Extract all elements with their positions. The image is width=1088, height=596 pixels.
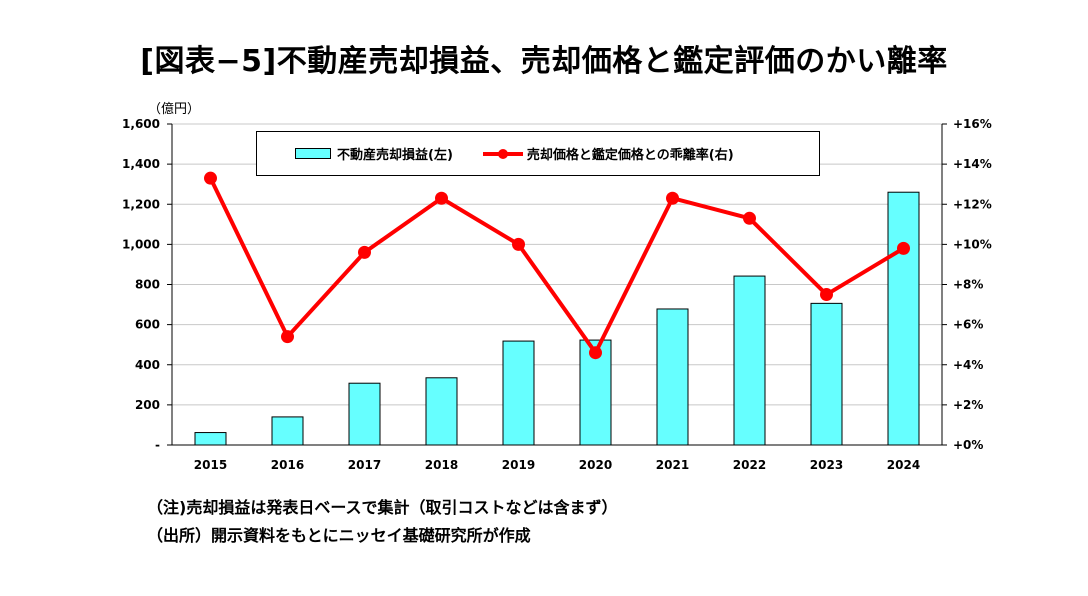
x-tick-label: 2020: [579, 458, 612, 472]
x-tick-label: 2018: [425, 458, 458, 472]
footnote-source: （出所）開示資料をもとにニッセイ基礎研究所が作成: [147, 526, 531, 545]
x-tick-label: 2015: [194, 458, 227, 472]
x-tick-label: 2019: [502, 458, 535, 472]
right-tick-label: +16%: [953, 117, 992, 131]
line-point: [358, 245, 371, 259]
right-tick-label: +4%: [953, 358, 983, 372]
bar: [194, 432, 227, 446]
right-tick-label: +6%: [953, 318, 983, 332]
left-tick-label: 600: [135, 318, 160, 332]
line-series: [208, 177, 905, 355]
legend-item-line: 売却価格と鑑定価格との乖離率(右): [482, 144, 734, 163]
chart-title: [図表−5]不動産売却損益、売却価格と鑑定評価のかい離率: [140, 44, 948, 79]
left-axis-unit-label: （億円）: [148, 102, 201, 117]
x-tick-label: 2017: [348, 458, 381, 472]
legend-item-bar: 不動産売却損益(左): [295, 144, 453, 163]
bar: [425, 377, 458, 446]
bar: [656, 308, 689, 446]
line-point: [281, 330, 294, 344]
left-tick-label: 800: [135, 278, 160, 292]
line-point: [435, 191, 448, 205]
legend-bar-label: 不動産売却損益(左): [337, 148, 453, 163]
left-tick-label: 200: [135, 398, 160, 412]
bar: [271, 416, 304, 446]
line-point: [743, 211, 756, 225]
footnote-note: （注)売却損益は発表日ベースで集計（取引コストなどは含まず）: [147, 498, 618, 517]
line-point: [897, 241, 910, 255]
right-tick-label: +12%: [953, 197, 992, 211]
right-tick-label: +8%: [953, 278, 983, 292]
left-tick-label: 1,600: [122, 117, 160, 131]
x-tick-label: 2021: [656, 458, 689, 472]
x-tick-label: 2024: [887, 458, 920, 472]
line-point: [666, 191, 679, 205]
right-tick-label: +14%: [953, 157, 992, 171]
right-tick-label: +10%: [953, 237, 992, 251]
bar: [733, 275, 766, 446]
left-tick-label: -: [155, 438, 160, 452]
bar: [502, 340, 535, 446]
bar: [887, 191, 920, 446]
right-tick-label: +0%: [953, 438, 983, 452]
bar: [810, 302, 843, 446]
left-tick-label: 1,400: [122, 157, 160, 171]
bar: [348, 382, 381, 446]
line-point: [589, 346, 602, 360]
x-tick-label: 2023: [810, 458, 843, 472]
x-tick-label: 2016: [271, 458, 304, 472]
x-tick-label: 2022: [733, 458, 766, 472]
left-tick-label: 1,000: [122, 237, 160, 251]
right-tick-label: +2%: [953, 398, 983, 412]
legend-line-label: 売却価格と鑑定価格との乖離率(右): [526, 148, 734, 163]
left-tick-label: 400: [135, 358, 160, 372]
legend-bar-swatch: [295, 148, 331, 159]
legend-line-swatch: [482, 147, 523, 161]
line-point: [204, 171, 217, 185]
line-point: [512, 237, 525, 251]
left-tick-label: 1,200: [122, 197, 160, 211]
line-point: [820, 288, 833, 302]
chart-legend: 不動産売却損益(左) 売却価格と鑑定価格との乖離率(右): [256, 131, 820, 176]
